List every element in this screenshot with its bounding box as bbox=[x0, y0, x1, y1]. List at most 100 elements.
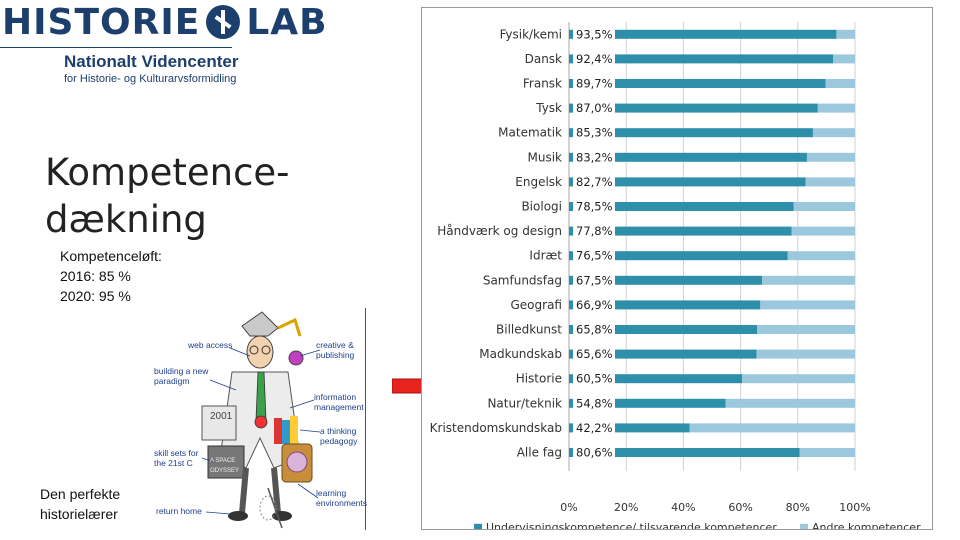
bar-other-competence bbox=[762, 275, 855, 285]
label-new-paradigm: building a new paradigm bbox=[154, 366, 209, 386]
value-label-background bbox=[573, 150, 615, 165]
value-label: 92,4% bbox=[576, 52, 613, 66]
category-label: Fransk bbox=[523, 77, 562, 91]
bar-teaching-competence bbox=[569, 29, 837, 39]
legend-label-teaching: Undervisningskompetence/ tilsvarende kom… bbox=[486, 521, 777, 529]
category-label: Madkundskab bbox=[479, 347, 562, 361]
category-label: Engelsk bbox=[515, 175, 562, 189]
value-label: 89,7% bbox=[576, 77, 613, 91]
competence-boost-text: Kompetenceløft: 2016: 85 % 2020: 95 % bbox=[60, 246, 162, 306]
bar-other-competence bbox=[791, 226, 855, 236]
logo-word-left: HISTORIE bbox=[2, 1, 201, 43]
bar-teaching-competence bbox=[569, 226, 792, 236]
category-label: Tysk bbox=[535, 101, 562, 115]
value-label: 87,0% bbox=[576, 101, 613, 115]
chart-canvas: Fysik/kemi 93,5% Dansk 92,4% Fransk 89,7% Tysk… bbox=[430, 22, 921, 529]
label-information-management: information management bbox=[314, 392, 364, 412]
label-learning-environments: learning environments bbox=[316, 488, 368, 508]
bar-other-competence bbox=[689, 423, 855, 433]
value-label-background bbox=[573, 125, 615, 140]
value-label-background bbox=[573, 101, 615, 116]
bar-teaching-competence bbox=[569, 177, 806, 187]
value-label: 42,2% bbox=[576, 421, 613, 435]
bar-teaching-competence bbox=[569, 325, 758, 334]
legend-label-other: Andre kompetencer bbox=[812, 521, 921, 529]
bar-other-competence bbox=[742, 374, 855, 384]
bar-other-competence bbox=[793, 202, 855, 211]
logo-word-right: LAB bbox=[246, 1, 328, 43]
legend-swatch-other bbox=[800, 523, 808, 529]
x-tick-label: 0% bbox=[560, 501, 577, 514]
bar-other-competence bbox=[725, 398, 855, 408]
x-tick-label: 40% bbox=[671, 501, 695, 514]
bar-other-competence bbox=[812, 128, 855, 138]
value-label-background bbox=[573, 445, 615, 460]
bar-other-competence bbox=[787, 251, 855, 261]
category-label: Fysik/kemi bbox=[500, 27, 562, 41]
category-label: Musik bbox=[528, 150, 563, 164]
value-label: 78,5% bbox=[576, 200, 613, 214]
label-thinking-pedagogy: a thinking pedagogy bbox=[320, 426, 358, 446]
logo: HISTORIE LAB Nationalt Videncenter for H… bbox=[0, 0, 327, 92]
bar-teaching-competence bbox=[569, 202, 794, 211]
bar-other-competence bbox=[836, 29, 855, 39]
logo-tagline: for Historie- og Kulturarvsformidling bbox=[64, 73, 237, 85]
value-label-background bbox=[573, 76, 615, 91]
category-label: Billedkunst bbox=[496, 323, 562, 337]
caption-line2: historielærer bbox=[40, 506, 118, 522]
value-label: 93,5% bbox=[576, 27, 613, 41]
x-tick-label: 60% bbox=[728, 501, 752, 514]
value-label-background bbox=[573, 396, 615, 411]
x-tick-label: 80% bbox=[786, 501, 810, 514]
bar-teaching-competence bbox=[569, 300, 761, 310]
bar-teaching-competence bbox=[569, 349, 757, 359]
bar-teaching-competence bbox=[569, 79, 826, 88]
competence-chart: Fysik/kemi 93,5% Dansk 92,4% Fransk 89,7% Tysk… bbox=[421, 7, 933, 530]
value-label-background bbox=[573, 322, 615, 337]
value-label: 80,6% bbox=[576, 446, 613, 460]
category-label: Samfundsfag bbox=[483, 273, 562, 287]
value-label-background bbox=[573, 174, 615, 189]
label-space-odyssey: A SPACE ODYSSEY bbox=[210, 458, 240, 474]
competence-boost-heading: Kompetenceløft: bbox=[60, 248, 162, 264]
value-label-background bbox=[573, 27, 615, 42]
bar-other-competence bbox=[806, 152, 855, 162]
bar-teaching-competence bbox=[569, 275, 763, 285]
teacher-cartoon-icon bbox=[201, 311, 321, 529]
label-skill-sets: skill sets for the 21st C bbox=[154, 448, 199, 468]
value-label-background bbox=[573, 297, 615, 312]
value-label-background bbox=[573, 51, 615, 66]
value-label-background bbox=[573, 199, 615, 214]
category-label: Historie bbox=[516, 372, 562, 386]
value-label: 77,8% bbox=[576, 224, 613, 238]
value-label-background bbox=[573, 224, 615, 239]
bar-other-competence bbox=[817, 103, 855, 113]
logo-divider bbox=[0, 47, 232, 48]
competence-2016: 2016: 85 % bbox=[60, 268, 131, 284]
bar-teaching-competence bbox=[569, 448, 800, 457]
value-label-background bbox=[573, 371, 615, 386]
value-label-background bbox=[573, 273, 615, 288]
category-label: Idræt bbox=[529, 249, 562, 263]
bar-other-competence bbox=[760, 300, 855, 310]
slide-title-line1: Kompetence- bbox=[45, 150, 290, 194]
value-label-background bbox=[573, 347, 615, 362]
competence-2020: 2020: 95 % bbox=[60, 288, 131, 304]
x-tick-label: 20% bbox=[614, 501, 638, 514]
bar-other-competence bbox=[757, 325, 855, 334]
bar-teaching-competence bbox=[569, 398, 726, 408]
category-label: Håndværk og design bbox=[437, 224, 562, 238]
label-web-access: web access bbox=[188, 340, 233, 350]
caption-line1: Den perfekte bbox=[40, 486, 121, 502]
bar-teaching-competence bbox=[569, 103, 818, 113]
category-label: Natur/teknik bbox=[487, 396, 562, 410]
illustration-caption: Den perfekte historielærer bbox=[40, 484, 120, 524]
value-label: 76,5% bbox=[576, 249, 613, 263]
slide-title: Kompetence- dækning bbox=[45, 149, 290, 243]
value-label: 54,8% bbox=[576, 396, 613, 410]
legend-swatch-teaching bbox=[474, 523, 482, 529]
logo-wordmark: HISTORIE LAB bbox=[2, 1, 328, 43]
teacher-illustration: web access creative & publishing buildin… bbox=[150, 308, 368, 530]
value-label: 66,9% bbox=[576, 298, 613, 312]
bar-other-competence bbox=[756, 349, 855, 359]
